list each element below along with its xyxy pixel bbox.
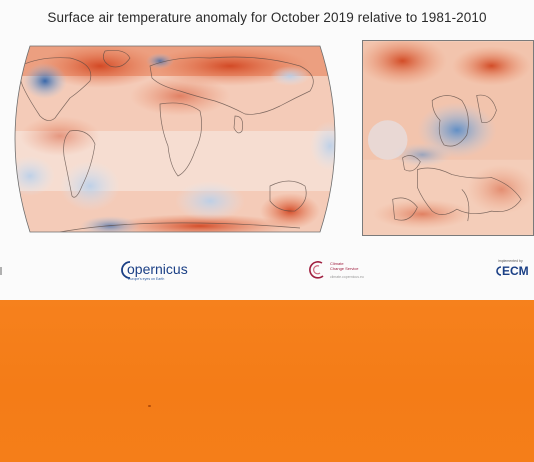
c3s-swirl-icon: [309, 261, 324, 279]
copernicus-logo: opernicus Europe's eyes on Earth: [118, 258, 188, 286]
copernicus-tagline: Europe's eyes on Earth: [128, 277, 165, 281]
ecmwf-logo: implemented by ECM: [494, 258, 534, 286]
c3s-logo: Climate Change Service climate.copernicu…: [306, 258, 378, 286]
c3s-url: climate.copernicus.eu: [330, 275, 364, 279]
c3s-line-2: Change Service: [330, 266, 359, 271]
ecmwf-mark-icon: [496, 266, 502, 276]
orange-panel: [0, 300, 534, 462]
dark-speck: [148, 405, 151, 407]
c3s-line-1: Climate: [330, 261, 344, 266]
world-anomaly-map: [14, 45, 336, 233]
europe-anomaly-map: [362, 40, 534, 236]
c3s-name: Climate Change Service: [330, 261, 358, 271]
cropped-logo-fragment: [0, 264, 3, 276]
ecmwf-wordmark: ECM: [502, 264, 529, 278]
copernicus-wordmark: opernicus: [127, 261, 188, 277]
copernicus-c-icon: [121, 261, 131, 279]
figure-title: Surface air temperature anomaly for Octo…: [47, 10, 487, 25]
figure-panel: Surface air temperature anomaly for Octo…: [0, 10, 534, 286]
ecmwf-implemented-by: implemented by: [498, 259, 523, 263]
